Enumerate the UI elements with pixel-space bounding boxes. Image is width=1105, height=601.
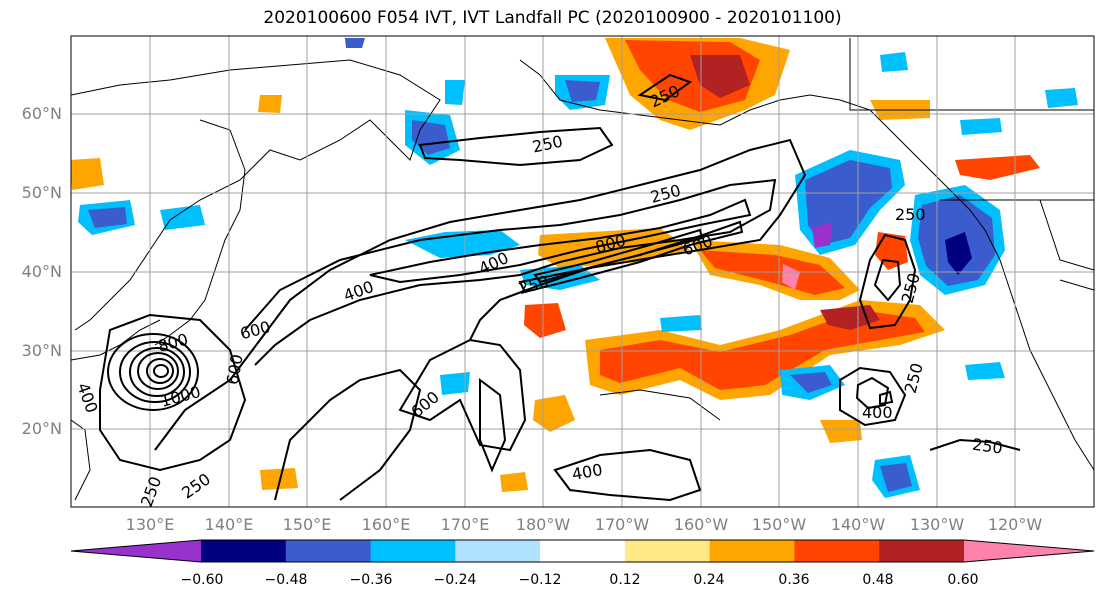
- contour-label: 400: [73, 380, 101, 415]
- contour-label: 250: [901, 361, 927, 395]
- colorbar-tick-label: 0.24: [693, 572, 725, 588]
- lon-label: 150°W: [751, 515, 807, 534]
- ivt-contours: [99, 73, 1021, 502]
- colorbar-tick-label: 0.60: [947, 572, 979, 588]
- colorbar-segment: [709, 540, 795, 562]
- colorbar-segment: [455, 540, 541, 562]
- lon-label: 130°W: [909, 515, 965, 534]
- colorbar-tick-label: 0.12: [609, 572, 641, 588]
- contour-label: 250: [898, 271, 924, 305]
- lon-label: 170°W: [594, 515, 650, 534]
- colorbar-extend-min: [71, 540, 201, 562]
- contour-label: 400: [571, 460, 604, 484]
- colorbar-segment: [370, 540, 456, 562]
- contour-label: 250: [971, 435, 1004, 458]
- contour-label: 250: [516, 272, 550, 298]
- colorbar-segment: [540, 540, 626, 562]
- lat-label: 40°N: [21, 262, 62, 281]
- colorbar-segment: [624, 540, 711, 562]
- colorbar-tick-label: −0.60: [180, 572, 224, 588]
- contour-label: 600: [238, 317, 272, 343]
- contour-label: 250: [648, 181, 682, 207]
- contour-label: 250: [137, 474, 165, 509]
- colorbar-tick-label: −0.24: [433, 572, 477, 588]
- contour-label: 600: [223, 353, 247, 386]
- lon-label: 150°E: [282, 515, 332, 534]
- lon-label: 170°E: [440, 515, 490, 534]
- map-frame: [70, 35, 1095, 508]
- colorbar-tick-label: −0.48: [264, 572, 308, 588]
- colorbar-extend-max: [964, 540, 1094, 562]
- contour-label: 400: [341, 277, 376, 305]
- lat-label: 50°N: [21, 183, 62, 202]
- contour-label: 250: [895, 205, 926, 224]
- contour-label: 1000: [158, 382, 202, 411]
- lon-label: 160°E: [361, 515, 411, 534]
- lon-label: 140°W: [830, 515, 886, 534]
- coastlines: [71, 38, 1094, 501]
- lon-label: 160°W: [673, 515, 729, 534]
- colorbar-tick-label: 0.36: [778, 572, 810, 588]
- colorbar-tick-label: −0.12: [518, 572, 562, 588]
- colorbar-segment: [285, 540, 372, 562]
- contour-label: 400: [862, 403, 893, 422]
- map-title: 2020100600 F054 IVT, IVT Landfall PC (20…: [263, 8, 842, 28]
- colorbar-segment: [879, 540, 965, 562]
- colorbar-tick-label: −0.36: [349, 572, 393, 588]
- lon-label: 120°W: [987, 515, 1043, 534]
- graticule: [71, 36, 1094, 507]
- colorbar-segment: [794, 540, 880, 562]
- contour-label: 250: [178, 469, 214, 502]
- lon-label: 130°E: [125, 515, 175, 534]
- lat-label: 60°N: [21, 104, 62, 123]
- lat-label: 20°N: [21, 419, 62, 438]
- colorbar-segment: [201, 540, 287, 562]
- contour-labels: 250 250 250 250 250 250 250 250 250 400 …: [73, 81, 1004, 509]
- colorbar-tick-label: 0.48: [862, 572, 894, 588]
- contour-label: 250: [531, 132, 565, 157]
- colorbar: [70, 539, 1095, 563]
- lon-label: 140°E: [204, 515, 254, 534]
- map-area: 250 250 250 250 250 250 250 250 250 400 …: [71, 36, 1094, 509]
- colorbar-outline: [70, 539, 1095, 563]
- lat-label: 30°N: [21, 341, 62, 360]
- lon-label: 180°W: [515, 515, 571, 534]
